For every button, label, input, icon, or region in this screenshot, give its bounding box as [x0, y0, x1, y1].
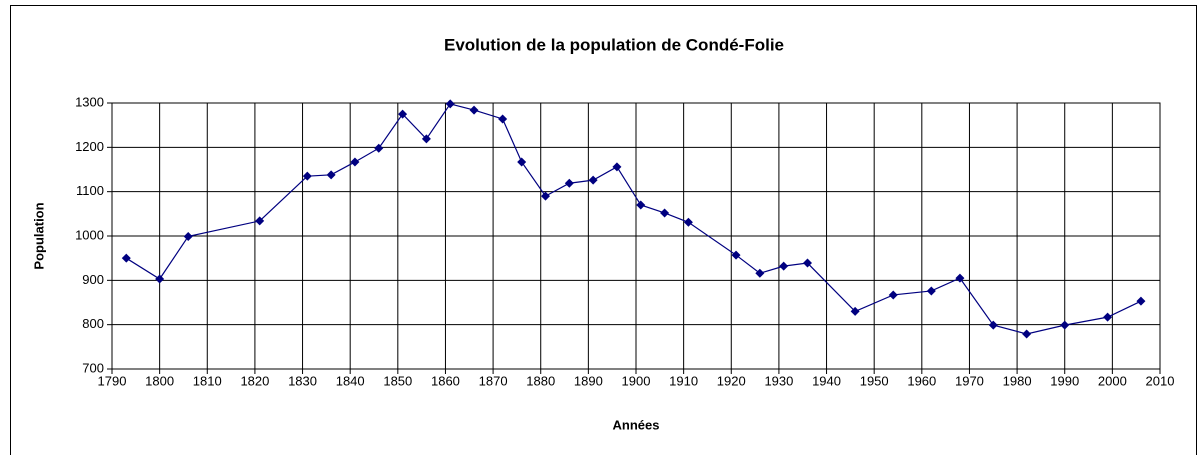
data-point [850, 306, 860, 316]
data-point [955, 273, 965, 283]
x-tick-label: 1810 [193, 373, 222, 388]
x-tick-label: 1980 [1003, 373, 1032, 388]
data-point [255, 216, 265, 226]
data-point [445, 99, 455, 109]
data-point [517, 157, 527, 167]
x-tick-label: 1840 [336, 373, 365, 388]
y-tick-label: 700 [82, 360, 104, 375]
data-point [1060, 320, 1070, 330]
data-point [1136, 296, 1146, 306]
y-tick-label: 1300 [75, 94, 104, 109]
data-point [755, 268, 765, 278]
x-tick-label: 1910 [669, 373, 698, 388]
data-point [1103, 312, 1113, 322]
x-tick-label: 1880 [526, 373, 555, 388]
data-point [350, 157, 360, 167]
x-tick-label: 1970 [955, 373, 984, 388]
data-point [988, 320, 998, 330]
data-point [498, 114, 508, 124]
data-point [779, 261, 789, 271]
x-tick-label: 2000 [1098, 373, 1127, 388]
data-point [636, 200, 646, 210]
data-point [588, 175, 598, 185]
y-tick-label: 900 [82, 272, 104, 287]
x-tick-label: 1960 [907, 373, 936, 388]
x-tick-label: 1800 [145, 373, 174, 388]
x-tick-label: 1870 [479, 373, 508, 388]
x-tick-label: 1830 [288, 373, 317, 388]
data-point [802, 258, 812, 268]
data-point [302, 171, 312, 181]
x-tick-label: 1930 [764, 373, 793, 388]
data-line [125, 103, 1142, 335]
data-point [926, 286, 936, 296]
x-tick-label: 1900 [622, 373, 651, 388]
y-tick-label: 1100 [76, 183, 104, 198]
data-point [731, 250, 741, 260]
x-tick-label: 1950 [860, 373, 889, 388]
data-point [398, 109, 408, 119]
data-point [888, 290, 898, 300]
data-point [121, 253, 131, 263]
data-point [374, 143, 384, 153]
y-tick-label: 1200 [75, 139, 104, 154]
x-axis-label: Années [613, 417, 660, 432]
x-tick-label: 1820 [240, 373, 269, 388]
y-tick-label: 800 [82, 316, 104, 331]
x-tick-label: 2010 [1146, 373, 1175, 388]
x-tick-label: 1920 [717, 373, 746, 388]
x-tick-label: 1940 [812, 373, 841, 388]
data-point [564, 178, 574, 188]
data-point [183, 231, 193, 241]
data-point [326, 170, 336, 180]
y-axis-label: Population [31, 202, 46, 269]
x-tick-label: 1860 [431, 373, 460, 388]
x-tick-label: 1890 [574, 373, 603, 388]
data-point [612, 162, 622, 172]
x-tick-label: 1990 [1050, 373, 1079, 388]
chart-title: Evolution de la population de Condé-Foli… [444, 35, 784, 54]
data-point [683, 217, 693, 227]
data-point [540, 191, 550, 201]
data-point [1022, 329, 1032, 339]
data-point [660, 208, 670, 218]
data-point [421, 134, 431, 144]
y-tick-label: 1000 [75, 227, 104, 242]
data-point [155, 274, 165, 284]
x-tick-label: 1790 [98, 373, 127, 388]
x-tick-label: 1850 [383, 373, 412, 388]
data-point [469, 105, 479, 115]
